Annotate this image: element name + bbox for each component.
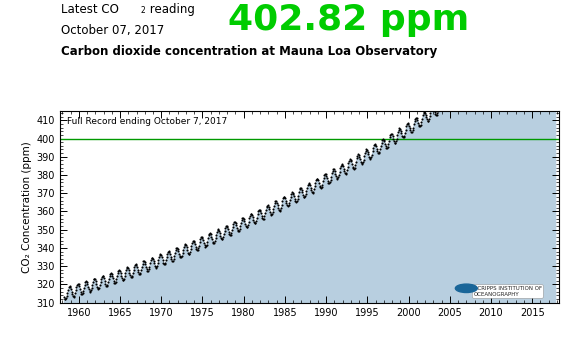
Circle shape — [455, 284, 477, 292]
Text: SCRIPPS INSTITUTION OF
OCEANOGRAPHY: SCRIPPS INSTITUTION OF OCEANOGRAPHY — [474, 286, 542, 297]
Y-axis label: CO₂ Concentration (ppm): CO₂ Concentration (ppm) — [22, 141, 32, 273]
Text: Full Record ending October 7, 2017: Full Record ending October 7, 2017 — [67, 117, 227, 126]
Text: 402.82 ppm: 402.82 ppm — [228, 3, 469, 37]
Text: Carbon dioxide concentration at Mauna Loa Observatory: Carbon dioxide concentration at Mauna Lo… — [61, 45, 437, 58]
Text: 2: 2 — [141, 6, 145, 15]
Text: Latest CO: Latest CO — [61, 3, 119, 16]
Text: reading: reading — [146, 3, 195, 16]
Text: October 07, 2017: October 07, 2017 — [61, 24, 164, 37]
